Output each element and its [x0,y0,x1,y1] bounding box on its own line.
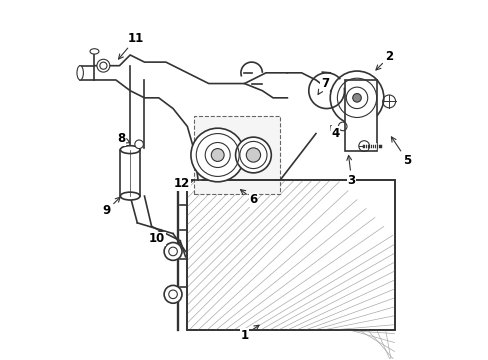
Bar [120,150,140,196]
Circle shape [97,59,110,72]
Circle shape [235,137,271,173]
Circle shape [211,149,224,161]
Ellipse shape [77,66,83,80]
Circle shape [164,243,182,260]
Text: 3: 3 [346,156,355,186]
Bar [187,180,394,330]
Text: 4: 4 [330,126,339,140]
Bar [187,180,394,330]
Text: 8: 8 [117,132,130,145]
Text: 5: 5 [390,137,410,167]
Circle shape [246,148,260,162]
Circle shape [135,140,143,149]
Bar [344,80,376,152]
Text: 9: 9 [102,197,120,217]
Circle shape [190,128,244,182]
Ellipse shape [90,49,99,54]
Text: 11: 11 [118,32,143,59]
Text: 7: 7 [317,77,328,94]
Circle shape [352,94,361,102]
Circle shape [164,285,182,303]
Text: 12: 12 [174,177,193,190]
Text: 2: 2 [375,50,392,70]
Text: 1: 1 [240,325,259,342]
Ellipse shape [120,146,140,154]
Circle shape [329,71,383,125]
Bar [194,116,280,194]
Text: 6: 6 [240,190,257,206]
Ellipse shape [120,192,140,200]
Text: 10: 10 [148,229,165,246]
